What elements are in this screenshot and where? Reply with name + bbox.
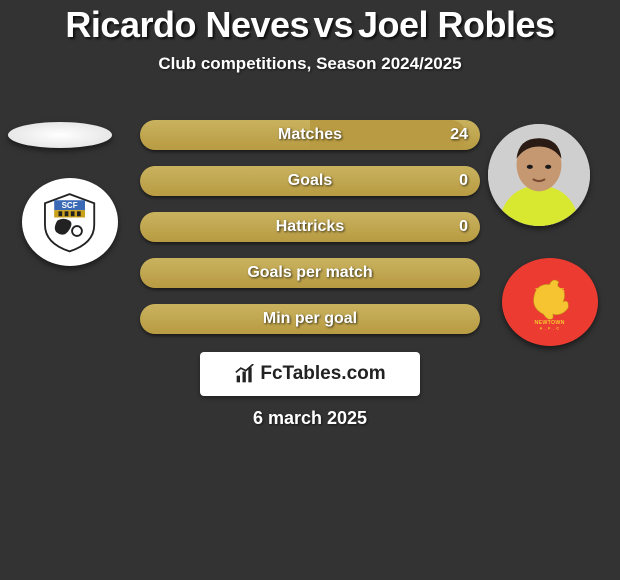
branding-box: FcTables.com — [200, 352, 420, 396]
branding: FcTables.com — [234, 363, 385, 385]
stat-label: Hattricks — [140, 212, 480, 242]
stat-bar: Goals0 — [140, 166, 480, 196]
vs-text: vs — [314, 4, 354, 45]
player1-avatar — [8, 122, 112, 148]
scf-crest-icon: SCF — [36, 191, 103, 253]
player2-avatar — [488, 124, 590, 226]
chart-icon — [234, 364, 256, 384]
player2-club-crest: 18 75 NEWTOWN A . F . C — [502, 258, 598, 346]
snapshot-date: 6 march 2025 — [0, 408, 620, 429]
svg-text:SCF: SCF — [62, 201, 78, 210]
comparison-title: Ricardo Neves vs Joel Robles — [0, 0, 620, 46]
branding-text: FcTables.com — [260, 363, 385, 385]
stat-label: Min per goal — [140, 304, 480, 334]
stats-bars: Matches24Goals0Hattricks0Goals per match… — [140, 120, 480, 350]
stat-value-right: 0 — [459, 166, 468, 196]
stat-bar: Hattricks0 — [140, 212, 480, 242]
player1-name: Ricardo Neves — [65, 4, 309, 45]
stat-bar: Min per goal — [140, 304, 480, 334]
stat-label: Goals per match — [140, 258, 480, 288]
svg-text:A . F . C: A . F . C — [540, 326, 560, 331]
stat-label: Matches — [140, 120, 480, 150]
stat-bar: Goals per match — [140, 258, 480, 288]
player-photo-icon — [488, 124, 590, 226]
stat-label: Goals — [140, 166, 480, 196]
svg-text:75: 75 — [557, 288, 565, 295]
stat-value-right: 24 — [450, 120, 468, 150]
newtown-crest-icon: 18 75 NEWTOWN A . F . C — [516, 271, 583, 333]
stat-value-right: 0 — [459, 212, 468, 242]
svg-text:18: 18 — [535, 288, 543, 295]
subtitle: Club competitions, Season 2024/2025 — [0, 54, 620, 74]
stat-bar: Matches24 — [140, 120, 480, 150]
player2-name: Joel Robles — [358, 4, 555, 45]
player1-club-crest: SCF — [22, 178, 118, 266]
